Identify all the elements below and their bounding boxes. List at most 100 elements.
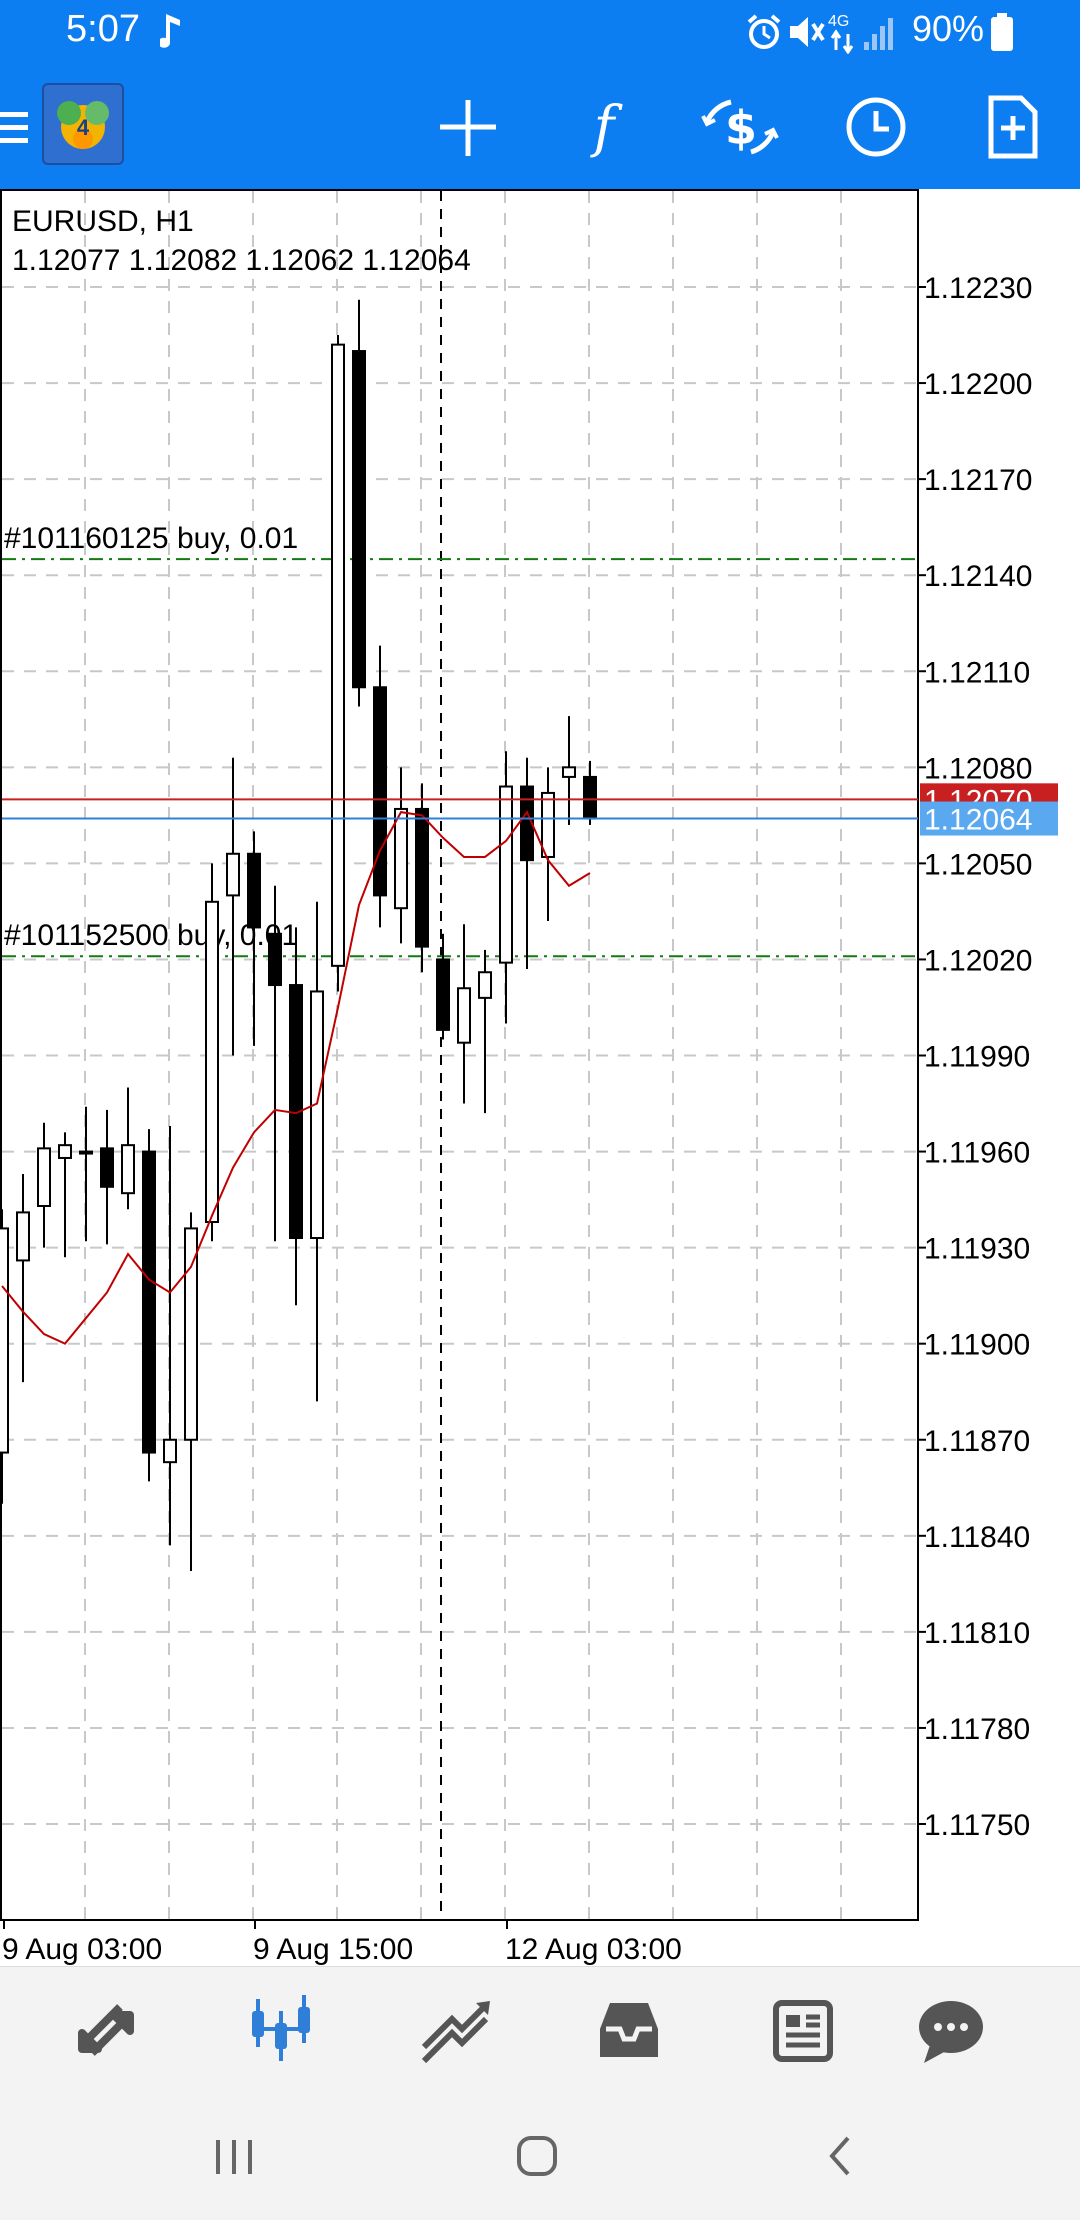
time-label-2: 12 Aug 03:00 — [505, 1933, 682, 1966]
price-tick-label-5: 1.12080 — [924, 752, 1032, 785]
indicators-icon: f — [590, 95, 624, 160]
alarm-icon — [747, 14, 781, 49]
candle-body-25 — [520, 785, 534, 862]
history-nav-icon — [600, 2003, 658, 2057]
price-tick-label-13: 1.11840 — [924, 1521, 1030, 1554]
signal-icon — [864, 18, 893, 50]
candle-body-16 — [331, 343, 345, 967]
candle-body-27 — [562, 766, 576, 778]
news-nav-icon — [773, 2000, 833, 2062]
timeframe-icon — [846, 97, 906, 157]
candle-body-2 — [37, 1147, 51, 1207]
svg-text:f: f — [590, 95, 624, 160]
candle-body-20 — [415, 807, 429, 948]
status-network: 4G — [828, 13, 849, 30]
top-toolbar: 4 f $ — [0, 66, 1080, 189]
price-tick-label-12: 1.11870 — [924, 1425, 1030, 1458]
candle-body-4 — [79, 1150, 93, 1155]
trade-button[interactable]: $ — [685, 66, 795, 189]
network-icon: 4G — [828, 13, 854, 54]
bid-price-tag — [920, 801, 1058, 836]
recent-apps-icon — [216, 2140, 252, 2174]
messages-tab[interactable] — [864, 1967, 1038, 2095]
candle-body-13 — [268, 932, 282, 987]
news-tab[interactable] — [716, 1967, 890, 2095]
moving-average-line — [1, 810, 591, 1345]
quotes-nav-icon — [78, 2004, 134, 2056]
bid-price-label: 1.12064 — [924, 804, 1032, 837]
price-tick-label-0: 1.12230 — [924, 272, 1032, 305]
price-tick-label-14: 1.11810 — [924, 1617, 1030, 1650]
candle-body-11 — [226, 852, 240, 897]
price-tick-label-10: 1.11930 — [924, 1233, 1030, 1266]
back-button[interactable] — [780, 2094, 900, 2220]
price-tick-label-6: 1.12050 — [924, 848, 1032, 881]
status-bar: 5:07 4G 90% — [0, 0, 1080, 66]
trade-nav-icon — [421, 2001, 490, 2064]
candle-body-8 — [163, 1438, 177, 1464]
price-chart[interactable]: 1.12230 1.12200 1.12170 1.12140 1.12110 1.120… — [0, 189, 1080, 1966]
bottom-navigation — [0, 1966, 1080, 2095]
candle-body-28 — [583, 775, 597, 820]
svg-text:4: 4 — [77, 115, 90, 140]
new-order-button[interactable] — [957, 66, 1067, 189]
price-tick-label-7: 1.12020 — [924, 944, 1032, 977]
battery-percent: 90% — [912, 8, 985, 49]
candle-body-10 — [205, 900, 219, 1224]
price-tick-label-11: 1.11900 — [924, 1329, 1030, 1362]
trade-icon: $ — [701, 99, 779, 155]
chart-symbol: EURUSD, H1 — [12, 205, 194, 238]
candle-body-21 — [436, 958, 450, 1031]
chart-ohlc: 1.12077 1.12082 1.12062 1.12064 — [12, 244, 471, 277]
price-tick-label-3: 1.12140 — [924, 560, 1032, 593]
time-label-0: 9 Aug 03:00 — [2, 1933, 162, 1966]
price-tick-label-9: 1.11960 — [924, 1137, 1030, 1170]
price-tick-label-8: 1.11990 — [924, 1041, 1030, 1074]
menu-icon — [0, 112, 28, 143]
price-tick-label-16: 1.11750 — [924, 1809, 1030, 1842]
timeframe-button[interactable] — [821, 66, 931, 189]
candle-body-7 — [142, 1150, 156, 1454]
system-navigation-bar — [0, 2094, 1080, 2220]
new-order-icon — [988, 95, 1038, 159]
price-tick-label-15: 1.11780 — [924, 1713, 1030, 1746]
chart-nav-icon — [252, 1995, 310, 2061]
messages-nav-icon — [919, 2001, 983, 2063]
recent-apps-button[interactable] — [174, 2094, 294, 2220]
mute-icon — [790, 17, 825, 47]
candle-body-17 — [352, 350, 366, 689]
candle-body-1 — [16, 1211, 30, 1262]
svg-text:$: $ — [725, 101, 757, 155]
menu-button[interactable] — [0, 66, 36, 189]
price-tick-label-1: 1.12200 — [924, 368, 1032, 401]
price-tick-label-4: 1.12110 — [924, 656, 1030, 689]
back-icon — [829, 2136, 850, 2176]
battery-icon — [991, 13, 1013, 51]
candle-body-5 — [100, 1147, 114, 1188]
trade-tab[interactable] — [368, 1967, 542, 2095]
chart-canvas[interactable]: 1.12230 1.12200 1.12170 1.12140 1.12110 1.120… — [0, 189, 1080, 1966]
crosshair-button[interactable] — [413, 66, 523, 189]
crosshair-icon — [440, 100, 496, 156]
history-tab[interactable] — [542, 1967, 716, 2095]
home-icon — [517, 2136, 557, 2176]
candle-body-12 — [247, 852, 261, 929]
candle-body-15 — [310, 990, 324, 1240]
status-time: 5:07 — [66, 8, 140, 50]
quotes-tab[interactable] — [20, 1967, 194, 2095]
chart-tab[interactable] — [194, 1967, 368, 2095]
candle-body-26 — [541, 791, 555, 858]
candle-body-24 — [499, 785, 513, 964]
candle-body-6 — [121, 1144, 135, 1195]
candle-body-19 — [394, 807, 408, 910]
music-note-icon — [160, 14, 180, 48]
candle-body-22 — [457, 987, 471, 1044]
home-button[interactable] — [477, 2094, 597, 2220]
time-label-1: 9 Aug 15:00 — [253, 1933, 413, 1966]
price-tick-label-2: 1.12170 — [924, 464, 1032, 497]
candle-body-3 — [58, 1144, 72, 1159]
order-line-label-0: #101160125 buy, 0.01 — [4, 522, 298, 555]
indicators-button[interactable]: f — [549, 66, 659, 189]
plot-frame — [0, 189, 919, 1921]
metatrader-logo-icon[interactable]: 4 — [42, 83, 124, 165]
